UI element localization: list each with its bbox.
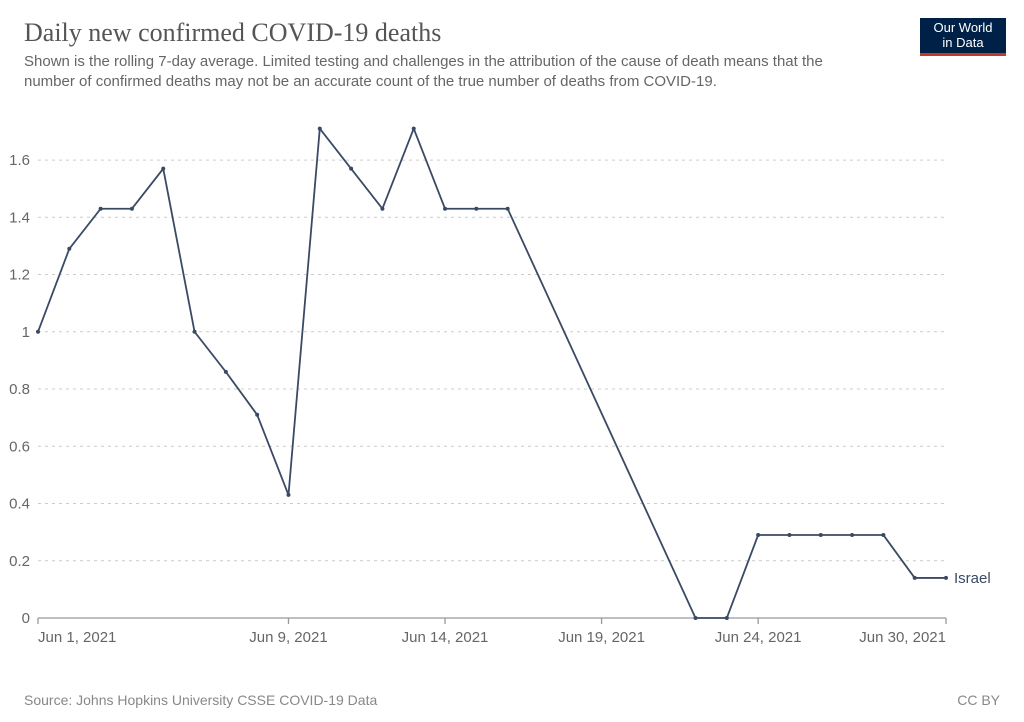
- line-chart: 0 0.2 0.4 0.6 0.8 1 1.2 1.4 1.6 Jun 1, 2021 Jun 9,…: [0, 108, 1024, 668]
- svg-text:Jun 19, 2021: Jun 19, 2021: [558, 629, 645, 646]
- chart-title: Daily new confirmed COVID-19 deaths: [24, 18, 1000, 48]
- svg-text:Jun 1, 2021: Jun 1, 2021: [38, 629, 116, 646]
- svg-text:Jun 14, 2021: Jun 14, 2021: [402, 629, 489, 646]
- svg-text:0.8: 0.8: [9, 381, 30, 398]
- chart-subtitle: Shown is the rolling 7-day average. Limi…: [24, 52, 844, 93]
- logo-line2: in Data: [942, 35, 983, 50]
- chart-area: 0 0.2 0.4 0.6 0.8 1 1.2 1.4 1.6 Jun 1, 2021 Jun 9,…: [0, 108, 1024, 668]
- svg-text:Jun 24, 2021: Jun 24, 2021: [715, 629, 802, 646]
- svg-text:0.6: 0.6: [9, 438, 30, 455]
- svg-text:1.4: 1.4: [9, 209, 30, 226]
- svg-text:1.6: 1.6: [9, 152, 30, 169]
- chart-footer: Source: Johns Hopkins University CSSE CO…: [24, 692, 1000, 708]
- owid-logo: Our World in Data: [920, 18, 1006, 56]
- svg-text:0.4: 0.4: [9, 496, 30, 513]
- svg-text:1: 1: [22, 324, 30, 341]
- svg-text:Jun 9, 2021: Jun 9, 2021: [249, 629, 327, 646]
- source-text: Source: Johns Hopkins University CSSE CO…: [24, 692, 377, 708]
- svg-text:1.2: 1.2: [9, 267, 30, 284]
- svg-text:Jun 30, 2021: Jun 30, 2021: [859, 629, 946, 646]
- chart-header: Daily new confirmed COVID-19 deaths Show…: [0, 0, 1024, 101]
- svg-text:Israel: Israel: [954, 570, 991, 587]
- svg-text:0: 0: [22, 610, 30, 627]
- logo-line1: Our World: [934, 20, 993, 35]
- svg-text:0.2: 0.2: [9, 553, 30, 570]
- license-text: CC BY: [957, 692, 1000, 708]
